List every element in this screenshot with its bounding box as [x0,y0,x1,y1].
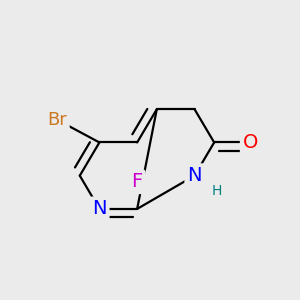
Text: O: O [243,133,258,152]
Text: F: F [131,172,143,191]
Text: N: N [92,200,107,218]
Text: N: N [187,166,202,185]
Text: H: H [212,184,222,198]
Text: Br: Br [47,111,67,129]
